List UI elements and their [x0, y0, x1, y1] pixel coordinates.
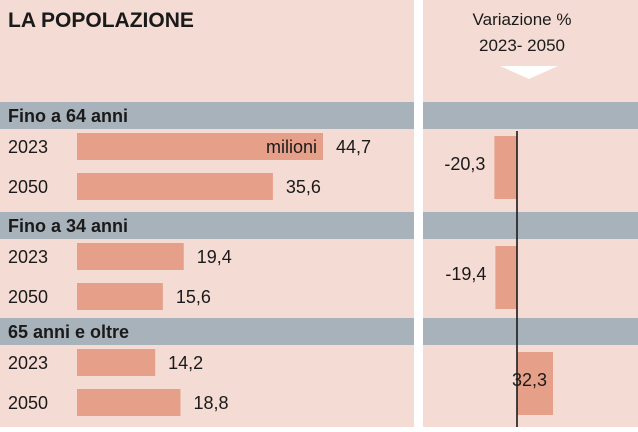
population-bar [77, 133, 323, 160]
group-label: 65 anni e oltre [8, 322, 129, 342]
group-band [0, 318, 414, 345]
variation-bar [517, 352, 553, 415]
population-bar [77, 283, 163, 310]
group-band-right [423, 102, 638, 129]
value-label: 18,8 [193, 393, 228, 413]
group-band [0, 102, 414, 129]
right-header-line2: 2023- 2050 [479, 36, 565, 55]
year-label: 2050 [8, 177, 48, 197]
variation-bar [494, 136, 517, 199]
year-label: 2023 [8, 247, 48, 267]
year-label: 2050 [8, 393, 48, 413]
value-label: 15,6 [176, 287, 211, 307]
year-label: 2023 [8, 353, 48, 373]
variation-label: 32,3 [512, 370, 547, 390]
unit-label: milioni [266, 137, 317, 157]
year-label: 2023 [8, 137, 48, 157]
chart-title: LA POPOLAZIONE [8, 9, 194, 32]
population-bar [77, 243, 184, 270]
group-band-right [423, 212, 638, 239]
variation-label: -20,3 [444, 154, 485, 174]
variation-bar [495, 246, 517, 309]
value-label: 35,6 [286, 177, 321, 197]
group-label: Fino a 64 anni [8, 106, 128, 126]
group-label: Fino a 34 anni [8, 216, 128, 236]
population-bar [77, 389, 181, 416]
population-bar [77, 349, 156, 376]
population-bar [77, 173, 273, 200]
group-band [0, 212, 414, 239]
year-label: 2050 [8, 287, 48, 307]
value-label: 14,2 [168, 353, 203, 373]
value-label: 44,7 [336, 137, 371, 157]
value-label: 19,4 [197, 247, 232, 267]
right-header-line1: Variazione % [473, 10, 572, 29]
group-band-right [423, 318, 638, 345]
header-pointer-icon [500, 66, 558, 79]
variation-label: -19,4 [445, 264, 486, 284]
